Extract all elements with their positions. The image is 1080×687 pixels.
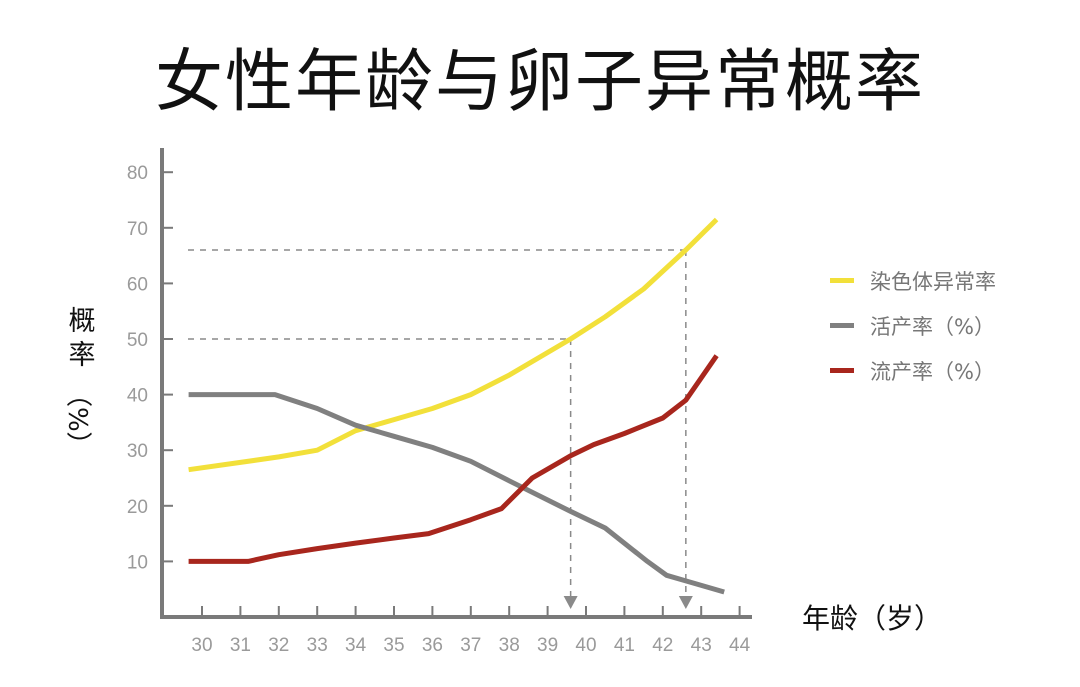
x-tick-label: 36 <box>422 635 443 656</box>
x-tick-label: 38 <box>499 635 520 656</box>
chart-title: 女性年龄与卵子异常概率 <box>154 43 925 122</box>
y-tick-label: 10 <box>127 552 148 573</box>
legend-item-miscarriage: 流产率（%） <box>830 348 996 393</box>
x-tick-label: 42 <box>652 635 673 656</box>
y-tick-label: 80 <box>127 163 148 184</box>
legend-swatch-red <box>830 368 854 373</box>
legend: 染色体异常率 活产率（%） 流产率（%） <box>830 258 996 393</box>
x-tick-label: 37 <box>460 635 481 656</box>
legend-swatch-yellow <box>830 278 854 283</box>
legend-swatch-grey <box>830 323 854 328</box>
y-tick-label: 50 <box>127 330 148 351</box>
y-axis-label: 概率 （%） <box>60 305 104 458</box>
legend-item-live-birth: 活产率（%） <box>830 303 996 348</box>
y-tick-label: 40 <box>127 386 148 407</box>
y-tick-label: 70 <box>127 219 148 240</box>
y-tick-label: 60 <box>127 274 148 295</box>
legend-label: 染色体异常率 <box>870 269 996 294</box>
x-tick-label: 30 <box>191 635 212 656</box>
x-tick-label: 34 <box>345 635 367 656</box>
y-axis-label-main: 概率 <box>68 306 96 371</box>
series-line <box>188 217 719 473</box>
arrow-down-icon <box>678 596 693 609</box>
y-tick-label: 30 <box>127 441 148 462</box>
series-line <box>188 354 719 564</box>
dashed-guides <box>188 249 693 609</box>
x-tick-label: 40 <box>575 635 596 656</box>
legend-label: 流产率（%） <box>870 359 995 384</box>
legend-item-chromosome: 染色体异常率 <box>830 258 996 303</box>
x-tick-label: 32 <box>268 635 289 656</box>
series-line <box>188 392 725 595</box>
arrow-down-icon <box>563 596 578 609</box>
legend-label: 活产率（%） <box>870 314 995 339</box>
x-axis-label: 年龄（岁） <box>802 602 943 635</box>
data-series <box>188 217 725 595</box>
x-tick-label: 33 <box>307 635 328 656</box>
axes: 10 20 30 40 50 60 70 80 30 31 32 33 34 35 36 37 38 39 40 41… <box>127 148 752 656</box>
y-tick-label: 20 <box>127 497 148 518</box>
x-tick-label: 41 <box>614 635 635 656</box>
x-tick-label: 31 <box>230 635 251 656</box>
x-tick-label: 39 <box>537 635 558 656</box>
x-tick-label: 43 <box>691 635 712 656</box>
y-axis-label-unit: （%） <box>62 381 92 458</box>
x-tick-label: 44 <box>729 635 751 656</box>
x-tick-label: 35 <box>383 635 404 656</box>
